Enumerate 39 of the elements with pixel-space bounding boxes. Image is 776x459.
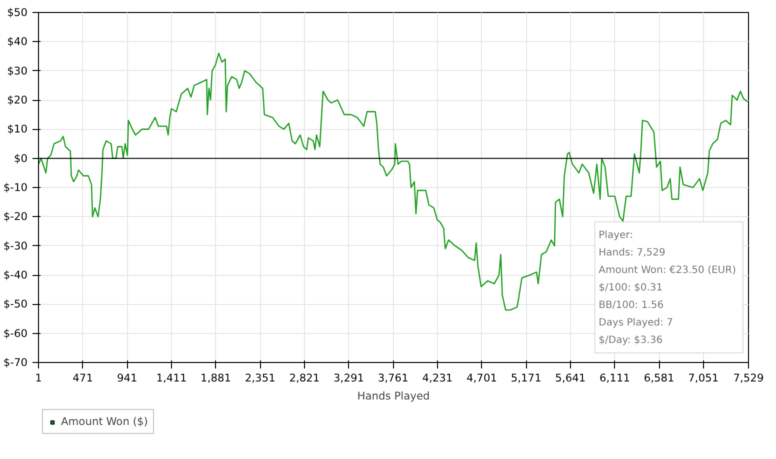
y-tick-label: $40 (7, 35, 28, 48)
y-tick-label: $-20 (3, 210, 28, 224)
x-tick-label: 7,529 (733, 372, 764, 384)
y-tick-label: $50 (7, 6, 28, 19)
x-tick-label: 7,051 (688, 372, 719, 384)
y-tick-label: $20 (7, 94, 28, 106)
y-tick-label: $-30 (3, 239, 28, 252)
x-tick-label: 5,641 (555, 372, 586, 384)
annotation: $/100: $0.31 (598, 282, 663, 294)
x-tick-label: 941 (116, 372, 138, 384)
x-tick-label: 471 (72, 372, 93, 384)
annotation: Amount Won: €23.50 (EUR) (598, 264, 736, 276)
x-tick-label: 1,881 (200, 372, 232, 384)
y-tick-label: $-40 (3, 268, 28, 282)
legend-label: Amount Won ($) (61, 415, 148, 428)
x-tick-label: 4,701 (466, 372, 498, 384)
x-tick-label: 6,111 (600, 372, 630, 384)
x-tick-label: 2,351 (244, 372, 276, 384)
y-tick-label: $30 (7, 64, 28, 78)
y-tick-label: $-10 (3, 181, 28, 194)
annotation: Days Played: 7 (598, 317, 674, 328)
y-tick-label: $-60 (3, 326, 28, 340)
annotation: $/Day: $3.36 (598, 334, 663, 346)
x-axis-title: Hands Played (357, 390, 430, 402)
y-tick-label: $10 (7, 122, 28, 136)
y-tick-label: $-70 (3, 356, 28, 369)
y-tick-label: $0 (14, 152, 28, 165)
x-tick-label: 4,231 (422, 372, 453, 384)
x-tick-label: 6,581 (644, 372, 674, 384)
annotation: Player: (598, 230, 633, 241)
x-tick-label: 1,411 (156, 372, 187, 384)
x-tick-label: 5,171 (510, 372, 542, 384)
annotation: Hands: 7,529 (598, 247, 666, 258)
x-tick-label: 2,821 (289, 372, 320, 384)
x-tick-label: 3,761 (378, 372, 408, 384)
annotation: BB/100: 1.56 (598, 300, 664, 311)
x-tick-label: 1 (35, 372, 42, 384)
x-tick-label: 3,291 (334, 372, 364, 384)
y-tick-label: $-50 (3, 298, 28, 311)
